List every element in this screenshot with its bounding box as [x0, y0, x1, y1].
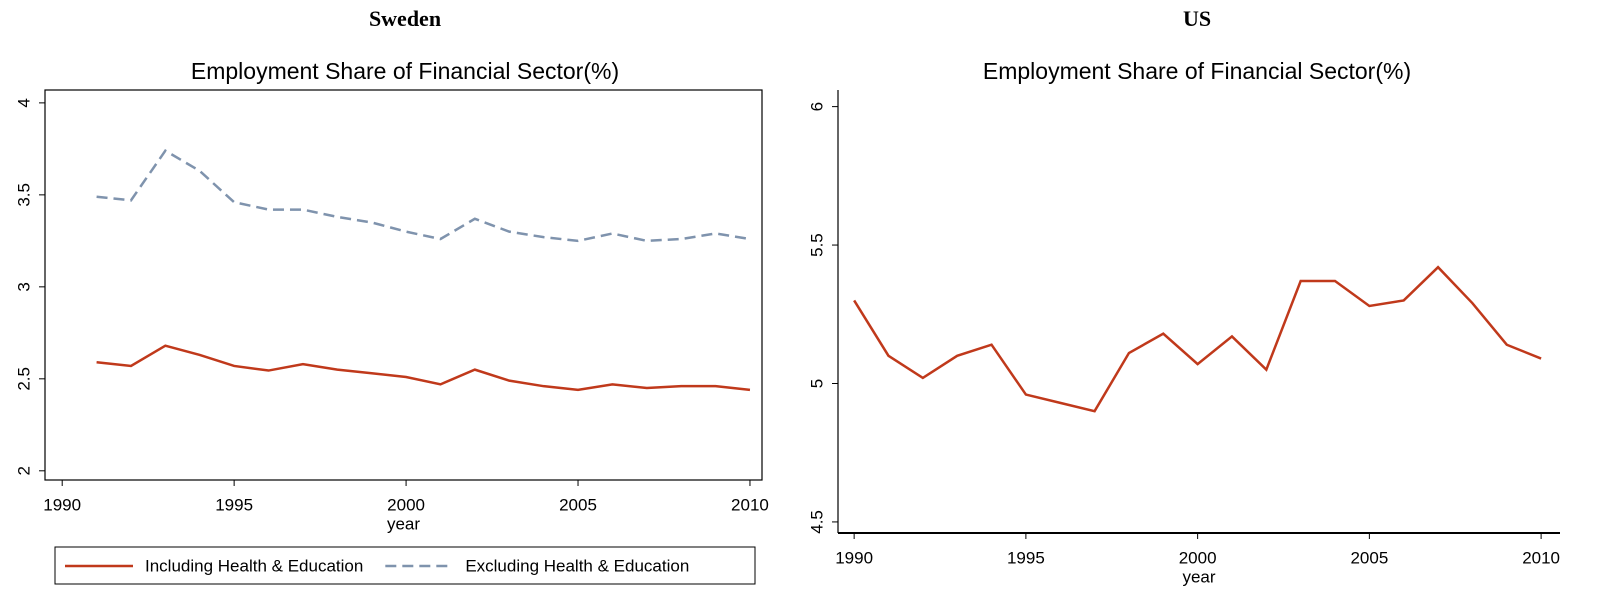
x-tick-label: 2000: [387, 495, 425, 514]
y-tick-label: 2.5: [14, 367, 33, 391]
legend-box: [54, 546, 756, 585]
legend-label: Including Health & Education: [145, 556, 363, 575]
y-tick-label: 4: [14, 98, 33, 107]
legend-label: Excluding Health & Education: [465, 556, 689, 575]
series-line: [853, 265, 1542, 413]
y-tick-label: 2: [14, 466, 33, 475]
panel-title: Sweden: [369, 6, 441, 31]
x-tick-label: 2005: [559, 495, 597, 514]
y-tick-label: 4.5: [807, 510, 826, 534]
plot-frame: [44, 89, 763, 481]
x-tick-label: 1995: [215, 495, 253, 514]
x-tick-label: 2010: [731, 495, 769, 514]
x-tick-label: 2010: [1522, 548, 1560, 567]
x-axis-label: year: [387, 514, 420, 533]
y-tick-label: 3.5: [14, 183, 33, 207]
panel-title: US: [1183, 6, 1211, 31]
y-tick-label: 3: [14, 282, 33, 291]
x-tick-label: 1990: [835, 548, 873, 567]
chart-title: Employment Share of Financial Sector(%): [191, 58, 619, 84]
y-tick-label: 5: [807, 379, 826, 388]
y-tick-label: 5.5: [807, 233, 826, 257]
chart-panel: US Employment Share of Financial Sector(%…: [807, 6, 1560, 586]
x-tick-label: 2005: [1350, 548, 1388, 567]
x-tick-label: 2000: [1179, 548, 1217, 567]
chart-title: Employment Share of Financial Sector(%): [983, 58, 1411, 84]
chart-panel: Sweden Employment Share of Financial Sect…: [14, 6, 769, 585]
legend: Including Health & Education Excluding He…: [54, 546, 756, 585]
series-line: [96, 344, 751, 392]
series-line: [96, 149, 751, 243]
x-tick-label: 1995: [1007, 548, 1045, 567]
y-tick-label: 6: [807, 102, 826, 111]
x-tick-label: 1990: [43, 495, 81, 514]
x-axis-label: year: [1182, 567, 1215, 586]
